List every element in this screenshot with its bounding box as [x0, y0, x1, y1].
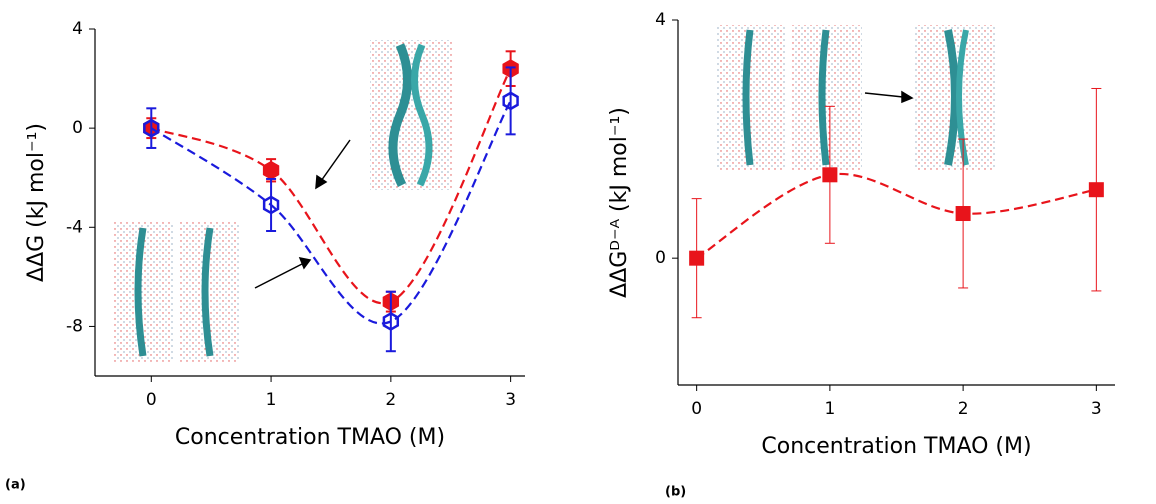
error-bar	[146, 107, 157, 149]
protein-images	[113, 25, 995, 362]
protein-image	[113, 222, 240, 362]
marker	[382, 312, 400, 331]
fit-line	[150, 68, 512, 305]
arrows	[254, 90, 914, 289]
x-tick-label: 0	[146, 390, 157, 410]
error-bar	[266, 177, 277, 233]
x-axis-label: Concentration TMAO (M)	[761, 434, 1031, 459]
x-tick-label: 2	[385, 390, 396, 410]
panel-label: (b)	[665, 485, 686, 500]
marker	[262, 160, 280, 180]
y-axis-label: ΔΔGᴰ⁻ᴬ (kJ mol⁻¹)	[607, 107, 632, 298]
x-tick-label: 0	[691, 399, 702, 419]
y-tick-label: -8	[66, 316, 83, 336]
marker	[502, 91, 519, 111]
x-tick-label: 2	[958, 399, 969, 419]
protein-image	[716, 25, 995, 170]
y-tick-label: -4	[66, 217, 83, 237]
marker	[955, 206, 971, 222]
marker	[143, 118, 160, 138]
x-tick-label: 1	[824, 399, 835, 419]
y-axis-label: ΔΔG (kJ mol⁻¹)	[24, 123, 49, 282]
fit-line	[696, 172, 1097, 260]
y-tick-label: 0	[72, 118, 83, 138]
fit-line	[150, 100, 512, 325]
y-tick-label: 0	[655, 248, 666, 268]
x-axis-label: Concentration TMAO (M)	[175, 425, 445, 450]
x-tick-label: 3	[1091, 399, 1102, 419]
marker	[262, 195, 280, 215]
x-tick-label: 1	[266, 390, 277, 410]
marker	[1088, 182, 1104, 198]
y-tick-label: 4	[655, 10, 666, 30]
x-tick-label: 3	[505, 390, 516, 410]
marker	[822, 167, 838, 183]
protein-image	[370, 40, 452, 190]
error-bar	[385, 290, 396, 353]
marker	[689, 250, 705, 266]
y-tick-label: 4	[72, 19, 83, 39]
error-bar	[505, 66, 516, 136]
panel-label: (a)	[5, 478, 26, 493]
